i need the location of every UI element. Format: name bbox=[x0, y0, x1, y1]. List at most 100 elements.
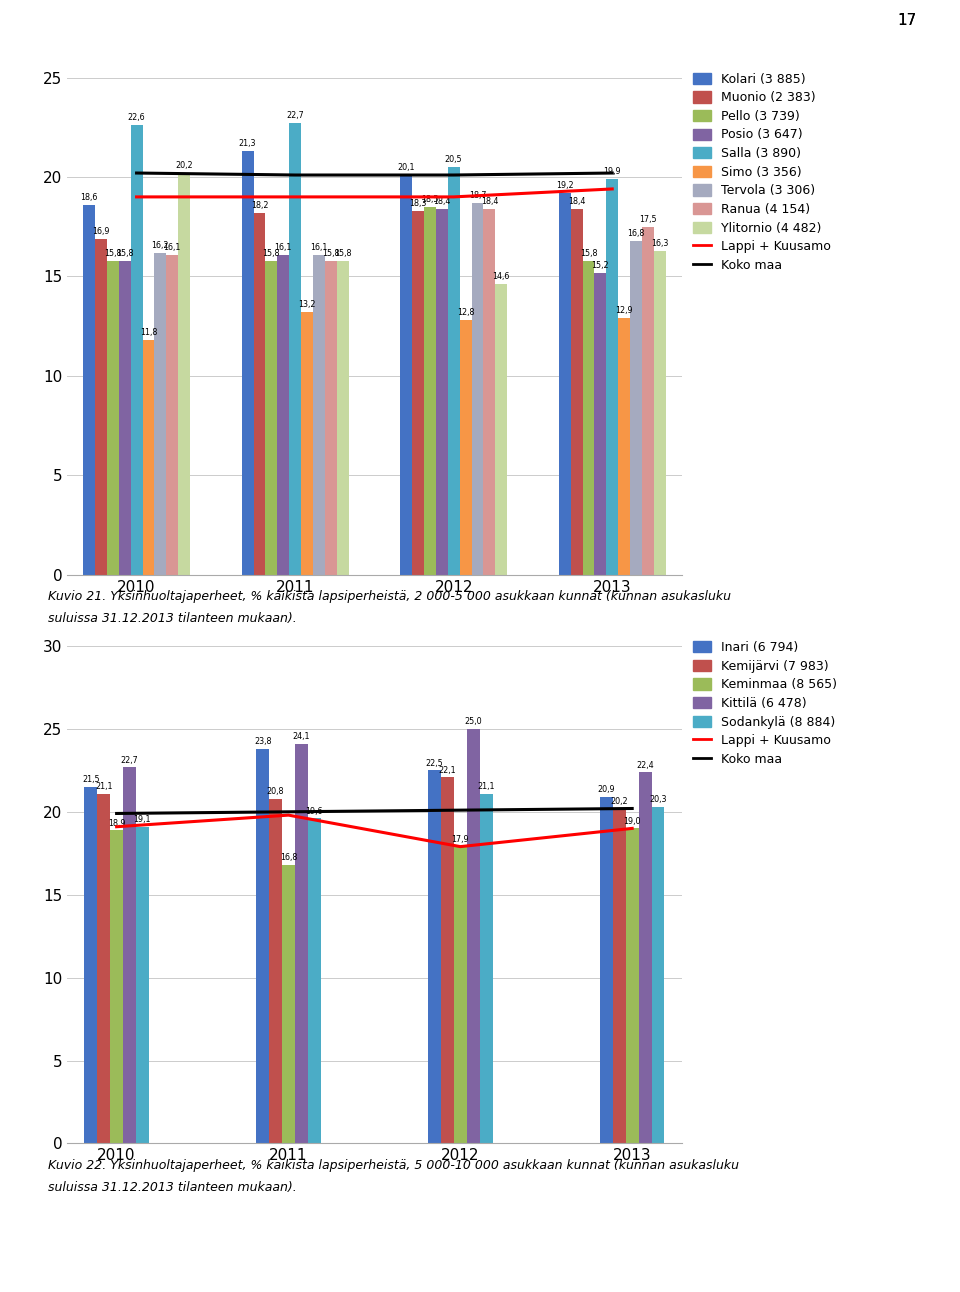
Text: 18,7: 18,7 bbox=[468, 191, 486, 200]
Text: 20,5: 20,5 bbox=[444, 155, 463, 164]
Bar bbox=[282, 864, 295, 1143]
Bar bbox=[123, 767, 136, 1143]
Bar bbox=[269, 798, 282, 1143]
Text: suluissa 31.12.2013 tilanteen mukaan).: suluissa 31.12.2013 tilanteen mukaan). bbox=[48, 612, 297, 625]
Text: 12,8: 12,8 bbox=[457, 309, 474, 318]
Text: suluissa 31.12.2013 tilanteen mukaan).: suluissa 31.12.2013 tilanteen mukaan). bbox=[48, 1181, 297, 1194]
Bar bbox=[594, 273, 607, 575]
Text: 18,3: 18,3 bbox=[409, 199, 426, 208]
Bar bbox=[600, 797, 612, 1143]
Bar bbox=[97, 793, 110, 1143]
Bar bbox=[253, 213, 265, 575]
Text: 15,2: 15,2 bbox=[591, 261, 610, 270]
Bar bbox=[454, 846, 467, 1143]
Text: 18,5: 18,5 bbox=[421, 195, 439, 204]
Text: 16,3: 16,3 bbox=[651, 239, 668, 248]
Text: 21,1: 21,1 bbox=[95, 782, 112, 791]
Text: 22,6: 22,6 bbox=[128, 114, 145, 123]
Text: 19,9: 19,9 bbox=[604, 167, 621, 176]
Text: 18,4: 18,4 bbox=[481, 196, 498, 205]
Text: 19,2: 19,2 bbox=[556, 181, 573, 190]
Bar bbox=[441, 776, 454, 1143]
Text: 24,1: 24,1 bbox=[293, 733, 310, 742]
Bar bbox=[166, 255, 179, 575]
Text: 22,5: 22,5 bbox=[425, 758, 444, 767]
Text: 25,0: 25,0 bbox=[465, 717, 482, 726]
Bar bbox=[313, 255, 324, 575]
Bar bbox=[277, 255, 289, 575]
Text: 16,1: 16,1 bbox=[275, 243, 292, 252]
Text: 12,9: 12,9 bbox=[615, 306, 633, 315]
Text: 17: 17 bbox=[898, 13, 917, 28]
Text: 15,8: 15,8 bbox=[580, 248, 597, 257]
Bar bbox=[84, 205, 95, 575]
Text: 15,8: 15,8 bbox=[116, 248, 133, 257]
Text: 18,2: 18,2 bbox=[251, 200, 268, 209]
Text: 22,1: 22,1 bbox=[439, 765, 456, 774]
Text: 16,8: 16,8 bbox=[279, 854, 298, 862]
Bar bbox=[428, 770, 441, 1143]
Bar bbox=[424, 207, 436, 575]
Text: 16,1: 16,1 bbox=[163, 243, 180, 252]
Text: 16,1: 16,1 bbox=[310, 243, 327, 252]
Bar bbox=[84, 787, 97, 1143]
Text: 20,2: 20,2 bbox=[611, 797, 628, 806]
Bar bbox=[131, 125, 142, 575]
Bar bbox=[337, 261, 348, 575]
Bar bbox=[467, 729, 480, 1143]
Text: 18,4: 18,4 bbox=[568, 196, 586, 205]
Bar bbox=[142, 340, 155, 575]
Text: 21,3: 21,3 bbox=[239, 140, 256, 149]
Text: 15,8: 15,8 bbox=[334, 248, 351, 257]
Bar bbox=[652, 806, 664, 1143]
Bar bbox=[119, 261, 131, 575]
Bar bbox=[301, 313, 313, 575]
Legend: Inari (6 794), Kemijärvi (7 983), Keminmaa (8 565), Kittilä (6 478), Sodankylä (: Inari (6 794), Kemijärvi (7 983), Keminm… bbox=[687, 636, 843, 771]
Bar bbox=[630, 240, 642, 575]
Text: 19,1: 19,1 bbox=[133, 815, 151, 824]
Text: 17,9: 17,9 bbox=[451, 835, 469, 844]
Bar bbox=[155, 253, 166, 575]
Text: 21,5: 21,5 bbox=[82, 775, 100, 784]
Bar bbox=[107, 261, 119, 575]
Bar bbox=[480, 793, 492, 1143]
Text: 19,0: 19,0 bbox=[623, 817, 641, 826]
Text: 16,8: 16,8 bbox=[627, 229, 645, 238]
Text: 20,8: 20,8 bbox=[267, 787, 284, 796]
Text: 18,9: 18,9 bbox=[108, 819, 126, 828]
Bar bbox=[447, 167, 460, 575]
Text: 17: 17 bbox=[898, 13, 917, 28]
Bar bbox=[654, 251, 665, 575]
Bar bbox=[436, 209, 447, 575]
Bar bbox=[570, 209, 583, 575]
Text: 20,9: 20,9 bbox=[597, 786, 615, 795]
Bar bbox=[242, 151, 253, 575]
Bar bbox=[618, 318, 630, 575]
Bar bbox=[495, 284, 507, 575]
Text: 15,8: 15,8 bbox=[322, 248, 340, 257]
Bar bbox=[295, 744, 308, 1143]
Bar bbox=[460, 320, 471, 575]
Bar bbox=[95, 239, 107, 575]
Text: 18,4: 18,4 bbox=[433, 196, 450, 205]
Bar bbox=[559, 193, 570, 575]
Text: 21,1: 21,1 bbox=[477, 782, 494, 791]
Bar bbox=[110, 829, 123, 1143]
Text: 16,2: 16,2 bbox=[152, 240, 169, 249]
Text: Kuvio 22. Yksinhuoltajaperheet, % kaikista lapsiperheistä, 5 000-10 000 asukkaan: Kuvio 22. Yksinhuoltajaperheet, % kaikis… bbox=[48, 1159, 739, 1172]
Bar bbox=[412, 211, 424, 575]
Bar bbox=[179, 173, 190, 575]
Bar bbox=[626, 828, 638, 1143]
Text: 15,8: 15,8 bbox=[104, 248, 122, 257]
Bar bbox=[265, 261, 277, 575]
Bar bbox=[607, 180, 618, 575]
Text: 22,4: 22,4 bbox=[636, 761, 654, 770]
Bar bbox=[324, 261, 337, 575]
Bar bbox=[400, 174, 412, 575]
Text: 20,2: 20,2 bbox=[176, 162, 193, 171]
Legend: Kolari (3 885), Muonio (2 383), Pello (3 739), Posio (3 647), Salla (3 890), Sim: Kolari (3 885), Muonio (2 383), Pello (3… bbox=[687, 67, 836, 276]
Bar bbox=[638, 773, 652, 1143]
Bar bbox=[612, 809, 626, 1143]
Text: 20,3: 20,3 bbox=[649, 796, 666, 805]
Text: Kuvio 21. Yksinhuoltajaperheet, % kaikista lapsiperheistä, 2 000-5 000 asukkaan : Kuvio 21. Yksinhuoltajaperheet, % kaikis… bbox=[48, 590, 731, 603]
